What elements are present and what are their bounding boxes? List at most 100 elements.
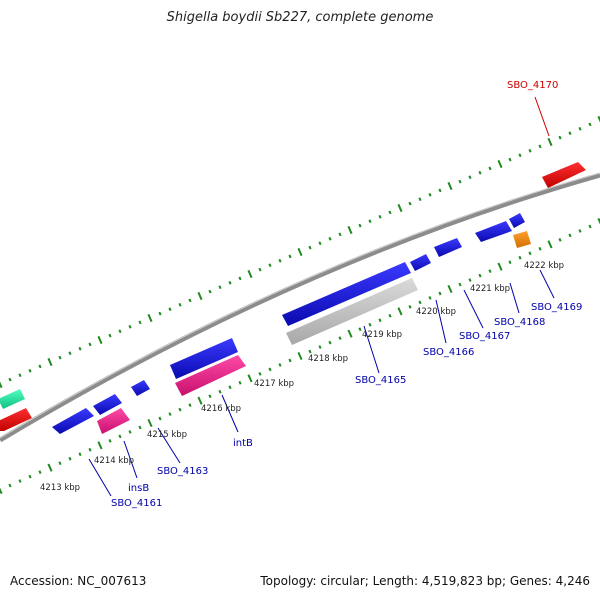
inner-tick: [508, 260, 512, 265]
inner-tick: [547, 240, 553, 249]
gene-label[interactable]: SBO_4168: [494, 317, 545, 328]
outer-tick: [147, 313, 153, 323]
outer-tick: [328, 236, 332, 241]
gene-SBO_4170[interactable]: [542, 162, 586, 188]
gene-SBO_4165-gray[interactable]: [286, 278, 418, 345]
gene-SBO_4163[interactable]: [175, 355, 246, 396]
inner-tick: [558, 237, 562, 242]
kbp-label: 4221 kbp: [470, 284, 510, 294]
gene-label[interactable]: SBO_4170: [507, 80, 558, 91]
inner-tick: [468, 278, 472, 282]
outer-tick: [397, 203, 403, 213]
gene-intB-upper[interactable]: [170, 338, 238, 379]
outer-tick: [347, 225, 353, 235]
inner-tick: [208, 394, 212, 399]
outer-tick: [208, 289, 212, 294]
inner-tick: [458, 282, 462, 287]
inner-tick: [338, 336, 342, 341]
gene-label[interactable]: SBO_4161: [111, 498, 162, 509]
kbp-label: 4218 kbp: [308, 354, 348, 364]
gene-red-left[interactable]: [0, 408, 32, 431]
genome-summary-label: Topology: circular; Length: 4,519,823 bp…: [260, 574, 590, 588]
gene-label[interactable]: SBO_4165: [355, 375, 406, 386]
gene-label[interactable]: SBO_4166: [423, 347, 474, 358]
outer-tick: [18, 373, 22, 378]
inner-tick: [147, 418, 153, 428]
inner-tick: [418, 300, 422, 305]
outer-tick: [428, 192, 432, 197]
inner-tick: [18, 479, 22, 483]
callout-SBO_4161: [88, 458, 112, 497]
outer-tick: [378, 214, 382, 219]
inner-tick: [297, 351, 303, 361]
gene-SBO_4166[interactable]: [410, 254, 431, 271]
callout-SBO_4170: [534, 96, 550, 137]
kbp-label: 4213 kbp: [40, 483, 80, 493]
inner-tick: [328, 340, 332, 345]
gene-SBO_4169-upper[interactable]: [509, 213, 525, 228]
inner-tick-track: [0, 217, 600, 495]
gene-insB-lower[interactable]: [97, 408, 130, 434]
inner-tick: [368, 322, 372, 327]
gene-label[interactable]: SBO_4163: [157, 466, 208, 477]
gene-SBO_4161[interactable]: [52, 408, 94, 434]
inner-tick: [8, 483, 12, 488]
outer-tick: [238, 276, 242, 281]
kbp-label: 4214 kbp: [94, 456, 134, 466]
inner-tick: [447, 284, 453, 294]
inner-tick: [88, 447, 92, 452]
outer-tick: [168, 307, 172, 312]
inner-tick: [238, 380, 242, 385]
accession-label: Accession: NC_007613: [10, 574, 147, 588]
kbp-label: 4222 kbp: [524, 261, 564, 271]
gene-SBO_4167[interactable]: [434, 238, 462, 257]
gene-SBO_4169-orange[interactable]: [513, 231, 531, 248]
outer-tick: [118, 329, 122, 334]
outer-tick-track: [0, 115, 600, 389]
outer-tick: [488, 166, 492, 171]
inner-tick: [0, 487, 3, 495]
outer-tick: [458, 179, 462, 184]
outer-tick: [538, 144, 542, 149]
gene-insB-upper[interactable]: [93, 394, 122, 415]
gene-label[interactable]: insB: [128, 483, 149, 494]
outer-tick: [28, 368, 32, 373]
callout-intB: [221, 394, 239, 433]
gene-label[interactable]: SBO_4167: [459, 331, 510, 342]
inner-tick: [228, 385, 232, 390]
inner-tick: [168, 412, 172, 416]
outer-tick: [8, 377, 12, 382]
inner-tick: [497, 262, 503, 271]
inner-tick: [68, 456, 72, 461]
gene-label[interactable]: intB: [233, 438, 253, 449]
gene-SBO_4165-upper[interactable]: [282, 262, 411, 326]
gene-teal[interactable]: [0, 389, 25, 409]
outer-tick: [178, 302, 182, 307]
inner-tick: [388, 313, 392, 318]
outer-tick: [268, 263, 272, 268]
inner-tick: [197, 396, 203, 405]
reverse-strand-genes: [97, 231, 531, 434]
kbp-label: 4220 kbp: [416, 307, 456, 317]
callout-SBO_4166: [435, 299, 447, 344]
outer-tick: [468, 175, 472, 180]
inner-tick: [258, 371, 262, 376]
inner-tick: [588, 224, 592, 229]
inner-tick: [188, 403, 192, 408]
outer-tick: [0, 381, 3, 389]
outer-tick: [318, 241, 322, 246]
outer-tick: [528, 148, 532, 153]
forward-strand-genes: [0, 162, 586, 434]
callout-SBO_4165: [363, 325, 380, 374]
gene-SBO_4168[interactable]: [475, 221, 512, 242]
gene-small-blue-1[interactable]: [131, 380, 150, 396]
gene-label[interactable]: SBO_4169: [531, 302, 582, 313]
callout-lines: [88, 96, 555, 497]
kbp-label: 4217 kbp: [254, 379, 294, 389]
outer-tick: [197, 291, 203, 301]
outer-tick: [78, 346, 82, 351]
outer-tick: [597, 115, 600, 123]
inner-tick: [578, 229, 582, 233]
outer-tick: [478, 170, 482, 175]
kbp-label: 4219 kbp: [362, 330, 402, 340]
